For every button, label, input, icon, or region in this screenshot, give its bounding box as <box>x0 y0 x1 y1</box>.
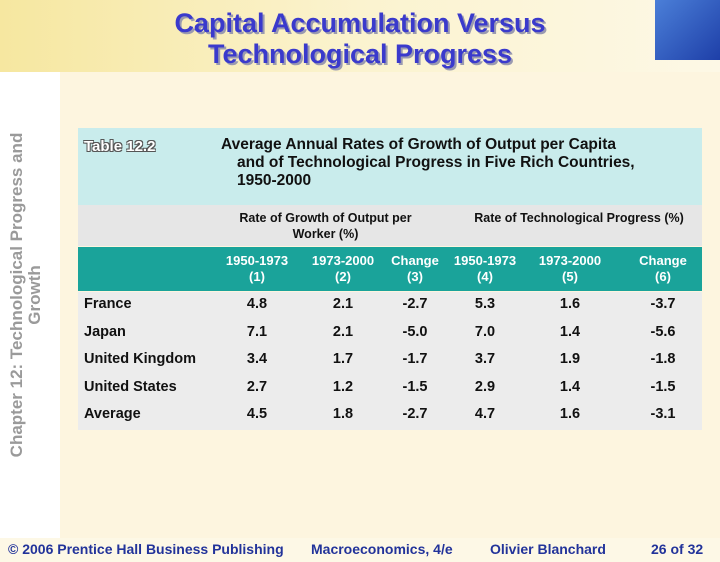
column-header: 1973-2000 (2) <box>298 253 388 285</box>
title-line: Capital Accumulation Versus <box>174 8 546 38</box>
table-cell: -1.5 <box>650 378 676 395</box>
table-cell: 3.7 <box>474 351 496 367</box>
table-title-line: Average Annual Rates of Growth of Output… <box>221 136 616 153</box>
column-header: 1950-1973 (4) <box>440 253 530 285</box>
table-cell: 7.1 <box>246 323 268 340</box>
group-header: Rate of Growth of Output per Worker (%) <box>208 210 443 242</box>
table-cell: -3.7 <box>650 296 676 312</box>
table-title: Average Annual Rates of Growth of Output… <box>221 136 635 190</box>
table-cell: 2.1 <box>332 323 354 340</box>
column-header-line: (2) <box>335 269 351 284</box>
table-cell: -2.7 <box>402 296 428 312</box>
group-header-line: Rate of Growth of Output per <box>239 211 412 225</box>
column-header-line: (5) <box>562 269 578 284</box>
column-header: 1950-1973 (1) <box>212 253 302 285</box>
column-header: Change (6) <box>618 253 708 285</box>
table-cell: 4.7 <box>474 406 496 422</box>
table-cell: 7.0 <box>474 323 496 340</box>
table-cell: 1.6 <box>559 296 581 312</box>
column-header-line: 1973-2000 <box>538 253 602 268</box>
table-body: France 4.8 2.1 -2.7 5.3 1.6 -3.7 Japan 7.1 2.1 -5.… <box>78 292 702 430</box>
column-header-line: (6) <box>655 269 671 284</box>
footer-text: Olivier Blanchard <box>490 541 606 557</box>
table-cell: -5.6 <box>650 323 676 340</box>
logo-icon <box>655 0 720 60</box>
table-cell: -1.7 <box>402 351 428 367</box>
table-caption: Table 12.2 <box>84 138 156 155</box>
column-header-line: (3) <box>407 269 423 284</box>
group-header: Rate of Technological Progress (%) <box>456 210 702 226</box>
row-label: United Kingdom <box>84 351 196 367</box>
table-cell: 4.5 <box>246 406 268 422</box>
table-cell: 5.3 <box>474 296 496 312</box>
table-cell: 2.7 <box>246 378 268 395</box>
column-header-line: Change <box>391 253 439 268</box>
table-cell: 1.9 <box>559 351 581 367</box>
column-header-line: (1) <box>249 269 265 284</box>
table-cell: -5.0 <box>402 323 428 340</box>
group-header-row: Rate of Growth of Output per Worker (%) Ra… <box>78 205 702 246</box>
column-header-line: 1973-2000 <box>311 253 375 268</box>
top-band <box>0 0 720 72</box>
table-cell: -3.1 <box>650 406 676 422</box>
table-cell: 1.8 <box>332 406 354 422</box>
side-line: Growth <box>25 265 44 325</box>
group-header-line: Rate of Technological Progress (%) <box>474 211 684 225</box>
table-cell: 2.1 <box>332 296 354 312</box>
table-cell: 1.6 <box>559 406 581 422</box>
row-label: United States <box>84 378 177 395</box>
side-text: Chapter 12: Technological Progress and G… <box>7 75 44 515</box>
footer-text: © 2006 Prentice Hall Business Publishing <box>8 541 284 557</box>
side-line: Chapter 12: Technological Progress and <box>7 132 26 458</box>
footer-text: Macroeconomics, 4/e <box>311 541 453 557</box>
table-title-line: 1950-2000 <box>237 172 312 189</box>
row-label: France <box>84 296 132 312</box>
table-cell: 2.9 <box>474 378 496 395</box>
column-header-row: 1950-1973 (1) 1973-2000 (2) Change (3) 1950-19… <box>78 247 702 291</box>
table-title-line: and of Technological Progress in Five Ri… <box>237 154 635 171</box>
group-header-line: Worker (%) <box>292 227 359 241</box>
column-header-line: 1950-1973 <box>225 253 289 268</box>
column-header-line: Change <box>639 253 687 268</box>
table-cell: -1.5 <box>402 378 428 395</box>
row-label: Average <box>84 406 141 422</box>
table-cell: -2.7 <box>402 406 428 422</box>
column-header-line: (4) <box>477 269 493 284</box>
table-title-box: Table 12.2 Average Annual Rates of Growt… <box>78 128 702 205</box>
column-header: 1973-2000 (5) <box>525 253 615 285</box>
footer-text: 26 of 32 <box>651 541 704 557</box>
footer <box>0 538 720 562</box>
column-header-line: 1950-1973 <box>453 253 517 268</box>
table-cell: 1.7 <box>332 351 354 367</box>
table-cell: 1.4 <box>559 378 581 395</box>
table-cell: 3.4 <box>246 351 268 367</box>
row-label: Japan <box>84 323 126 340</box>
slide-title: Capital Accumulation Versus Technologica… <box>60 8 660 70</box>
table-cell: -1.8 <box>650 351 676 367</box>
table: Table 12.2 Average Annual Rates of Growt… <box>78 128 702 430</box>
table-cell: 1.4 <box>559 323 581 340</box>
column-header: Change (3) <box>370 253 460 285</box>
table-cell: 1.2 <box>332 378 354 395</box>
title-line: Technological Progress <box>207 39 513 69</box>
table-cell: 4.8 <box>246 296 268 312</box>
